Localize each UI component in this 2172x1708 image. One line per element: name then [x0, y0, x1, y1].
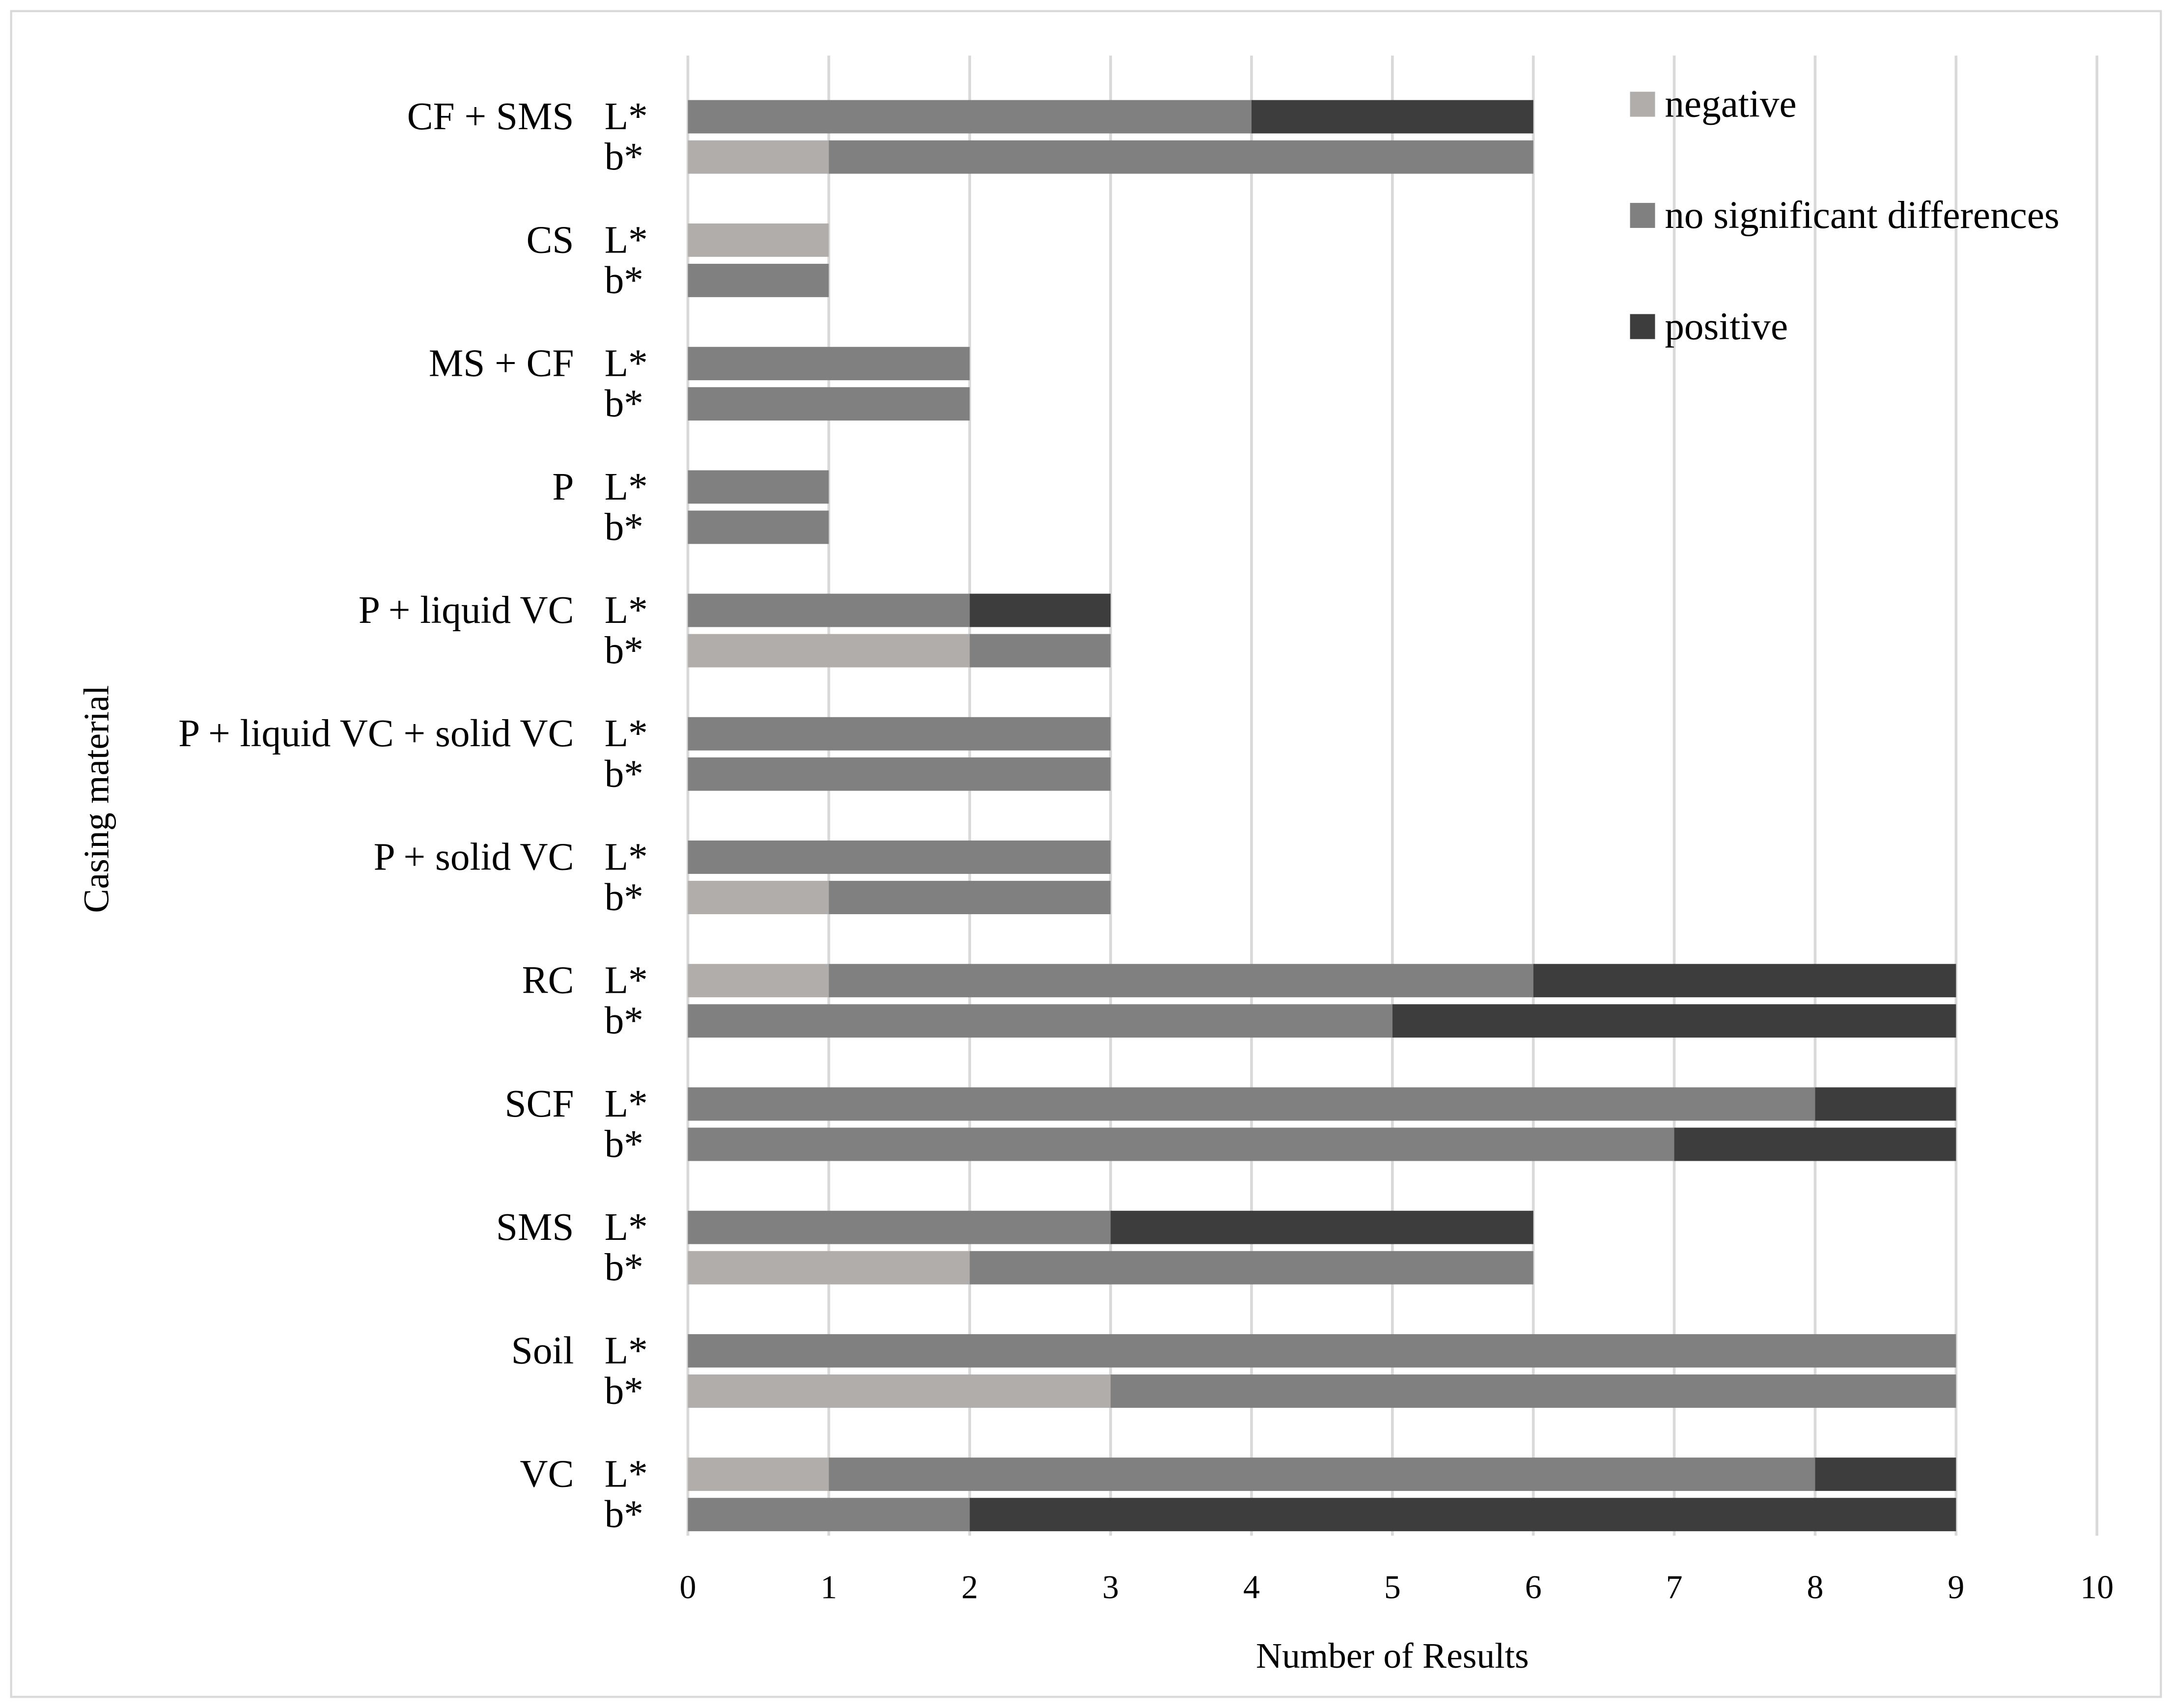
x-tick-label: 6 — [1525, 1568, 1542, 1605]
bar-segment-no-significant-differences — [688, 593, 970, 627]
x-tick-label: 3 — [1102, 1568, 1119, 1605]
row-label: b* — [605, 876, 643, 919]
category-label: P + solid VC — [374, 835, 574, 878]
bar-segment-no-significant-differences — [970, 1251, 1533, 1285]
row-label: b* — [605, 1493, 643, 1536]
bar-segment-no-significant-differences — [688, 1087, 1815, 1121]
x-tick-label: 5 — [1384, 1568, 1401, 1605]
row-label: L* — [605, 1453, 648, 1496]
bar-segment-negative — [688, 223, 829, 257]
bar-segment-negative — [688, 881, 829, 915]
row-label: b* — [605, 1122, 643, 1166]
bar-segment-positive — [1815, 1457, 1956, 1491]
bar-segment-positive — [1533, 964, 1956, 998]
bar-segment-no-significant-differences — [688, 387, 970, 421]
bar-segment-no-significant-differences — [688, 840, 1111, 874]
row-label: L* — [605, 1205, 648, 1249]
row-label: b* — [605, 752, 643, 795]
bar-segment-no-significant-differences — [688, 757, 1111, 791]
row-label: b* — [605, 629, 643, 672]
bar-segment-positive — [970, 1498, 1956, 1532]
bar-segment-no-significant-differences — [688, 717, 1111, 751]
category-label: SMS — [496, 1205, 574, 1249]
legend-swatch — [1630, 91, 1655, 117]
row-label: L* — [605, 218, 648, 261]
bar-segment-negative — [688, 634, 970, 668]
bar-segment-negative — [688, 964, 829, 998]
bar-segment-no-significant-differences — [688, 263, 829, 297]
bar-segment-negative — [688, 1374, 1111, 1408]
x-tick-label: 8 — [1807, 1568, 1823, 1605]
bar-segment-no-significant-differences — [829, 1457, 1815, 1491]
bar-segment-negative — [688, 1457, 829, 1491]
bar-segment-no-significant-differences — [688, 347, 970, 381]
row-label: b* — [605, 1369, 643, 1412]
row-label: L* — [605, 712, 648, 755]
legend-label: positive — [1665, 305, 1788, 348]
legend-label: negative — [1665, 83, 1796, 126]
category-label: P + liquid VC — [359, 588, 574, 632]
legend-label: no significant differences — [1665, 194, 2059, 237]
category-label: P + liquid VC + solid VC — [178, 712, 574, 755]
row-label: b* — [605, 1246, 643, 1289]
row-label: b* — [605, 999, 643, 1042]
row-label: b* — [605, 135, 643, 178]
category-label: CF + SMS — [407, 95, 574, 138]
legend-swatch — [1630, 314, 1655, 339]
bar-segment-no-significant-differences — [1111, 1374, 1956, 1408]
bar-segment-positive — [1392, 1004, 1956, 1038]
x-tick-label: 9 — [1948, 1568, 1964, 1605]
bar-segment-positive — [1111, 1210, 1533, 1244]
x-tick-label: 4 — [1243, 1568, 1260, 1605]
category-label: RC — [522, 959, 574, 1002]
category-label: MS + CF — [429, 342, 574, 385]
bar-segment-no-significant-differences — [688, 1498, 970, 1532]
bar-segment-no-significant-differences — [688, 510, 829, 544]
row-label: L* — [605, 342, 648, 385]
bar-segment-positive — [1815, 1087, 1956, 1121]
x-tick-label: 7 — [1666, 1568, 1683, 1605]
category-label: VC — [520, 1453, 574, 1496]
legend-swatch — [1630, 203, 1655, 228]
bar-segment-positive — [1674, 1127, 1956, 1161]
bar-segment-no-significant-differences — [829, 881, 1111, 915]
x-tick-label: 0 — [679, 1568, 696, 1605]
category-label: P — [552, 465, 574, 508]
category-label: Soil — [511, 1329, 574, 1372]
bar-segment-no-significant-differences — [688, 1334, 1956, 1368]
row-label: L* — [605, 835, 648, 878]
bar-segment-no-significant-differences — [688, 1210, 1111, 1244]
row-label: L* — [605, 95, 648, 138]
category-label: SCF — [505, 1082, 574, 1125]
row-label: b* — [605, 258, 643, 302]
bar-segment-no-significant-differences — [688, 1004, 1392, 1038]
row-label: L* — [605, 465, 648, 508]
x-tick-label: 10 — [2080, 1568, 2114, 1605]
category-label: CS — [527, 218, 574, 261]
bar-segment-negative — [688, 140, 829, 174]
bar-segment-no-significant-differences — [688, 1127, 1674, 1161]
bar-segment-no-significant-differences — [970, 634, 1111, 668]
x-tick-label: 1 — [820, 1568, 837, 1605]
bar-segment-positive — [970, 593, 1111, 627]
bar-segment-positive — [1251, 100, 1533, 134]
row-label: b* — [605, 382, 643, 425]
bar-segment-no-significant-differences — [829, 964, 1533, 998]
bar-segment-negative — [688, 1251, 970, 1285]
row-label: L* — [605, 1329, 648, 1372]
y-axis-label: Casing material — [76, 685, 116, 913]
row-label: b* — [605, 505, 643, 549]
row-label: L* — [605, 1082, 648, 1125]
row-label: L* — [605, 588, 648, 632]
row-label: L* — [605, 959, 648, 1002]
x-axis-label: Number of Results — [1256, 1635, 1529, 1676]
bar-segment-no-significant-differences — [688, 100, 1252, 134]
x-tick-label: 2 — [961, 1568, 978, 1605]
bar-segment-no-significant-differences — [688, 470, 829, 504]
bar-segment-no-significant-differences — [829, 140, 1533, 174]
